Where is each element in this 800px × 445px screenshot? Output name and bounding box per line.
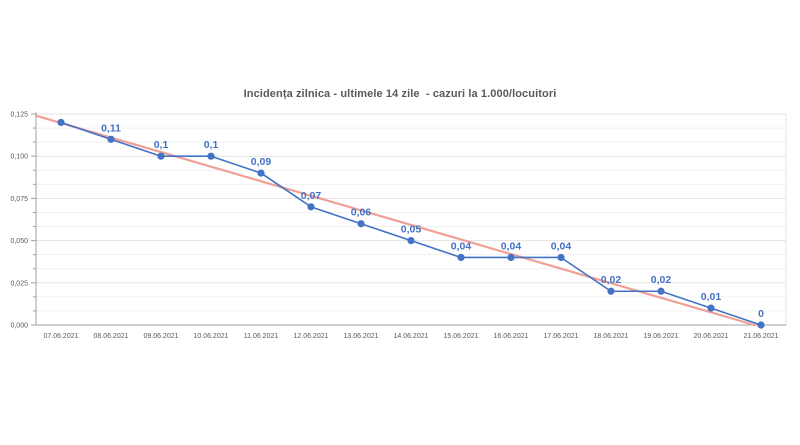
x-axis-date-label: 18.06.2021 <box>593 333 628 340</box>
data-point-label: 0,02 <box>651 274 672 286</box>
data-point <box>607 287 615 295</box>
data-point-label: 0,11 <box>101 122 121 134</box>
data-point <box>357 220 365 228</box>
data-point <box>507 253 515 262</box>
data-point <box>107 135 115 143</box>
x-axis-date-label: 12.06.2021 <box>293 333 328 340</box>
data-point <box>57 118 65 127</box>
y-axis-tick-label: 0,000 <box>10 323 28 330</box>
data-point-label: 0,01 <box>701 291 722 303</box>
x-axis-date-label: 09.06.2021 <box>143 333 178 340</box>
x-axis-date-label: 07.06.2021 <box>43 333 78 340</box>
x-axis-date-label: 08.06.2021 <box>93 333 128 340</box>
data-point <box>307 203 315 211</box>
data-point <box>707 304 715 312</box>
x-axis-date-label: 19.06.2021 <box>643 333 678 340</box>
data-point <box>407 237 415 245</box>
data-point <box>207 152 215 160</box>
x-axis-date-label: 17.06.2021 <box>543 333 578 340</box>
data-point-label: 0,1 <box>204 139 219 151</box>
data-point <box>757 321 765 329</box>
x-axis-date-label: 13.06.2021 <box>343 333 378 340</box>
trendline <box>34 114 756 327</box>
y-axis-tick-label: 0,125 <box>10 112 28 119</box>
y-axis-tick-label: 0,025 <box>10 280 28 287</box>
data-point <box>157 152 165 160</box>
data-point-label: 0,09 <box>251 156 272 168</box>
x-axis-date-label: 11.06.2021 <box>244 333 279 340</box>
data-point <box>657 287 665 295</box>
data-point-label: 0,06 <box>351 207 372 219</box>
x-axis-date-label: 21.06.2021 <box>743 333 778 340</box>
data-point <box>457 253 465 262</box>
data-point <box>557 253 565 262</box>
data-point-label: 0,07 <box>301 190 322 202</box>
x-axis-date-label: 15.06.2021 <box>443 333 478 340</box>
y-axis-tick-label: 0,075 <box>10 196 28 203</box>
x-axis-date-label: 20.06.2021 <box>693 333 728 340</box>
data-point <box>257 169 265 177</box>
data-point-label: 0,04 <box>501 240 522 252</box>
data-point-label: 0,02 <box>601 274 622 286</box>
data-point-label: 0 <box>758 308 764 320</box>
data-point-label: 0,04 <box>451 240 472 252</box>
y-axis-tick-label: 0,050 <box>10 238 28 245</box>
chart-title: Incidența zilnica - ultimele 14 zile - c… <box>243 88 557 100</box>
data-point-label: 0,1 <box>154 139 169 151</box>
data-point-label: 0,04 <box>551 240 572 252</box>
data-point-label: 0,05 <box>401 224 422 236</box>
y-axis-tick-label: 0,100 <box>10 154 28 161</box>
x-axis-date-label: 14.06.2021 <box>393 333 428 340</box>
x-axis-date-label: 10.06.2021 <box>193 333 228 340</box>
x-axis-date-label: 16.06.2021 <box>493 333 528 340</box>
